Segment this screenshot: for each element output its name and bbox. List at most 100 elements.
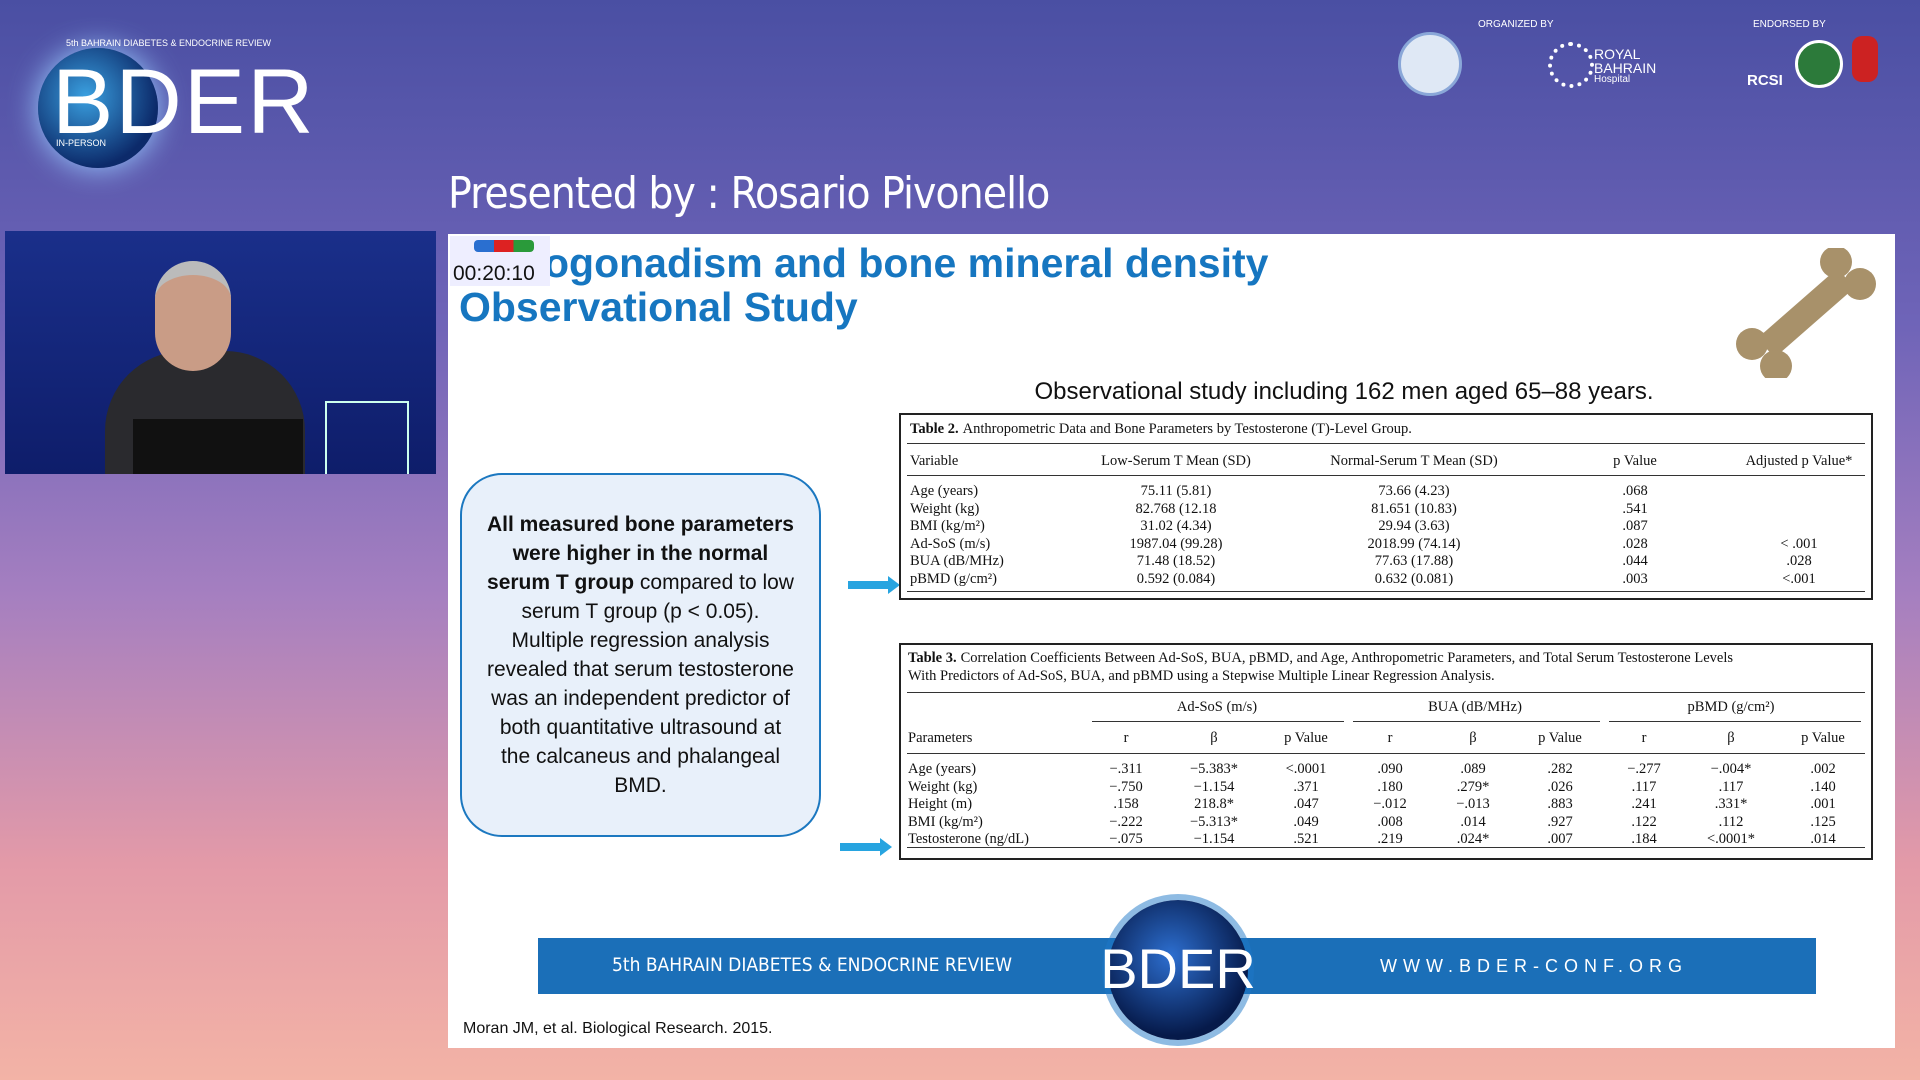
cell: .541 <box>1622 500 1648 517</box>
table-caption: Table 2. Anthropometric Data and Bone Par… <box>910 421 1412 438</box>
banner-logo: BDER <box>1100 937 1256 1000</box>
cell: .219 <box>1377 831 1403 848</box>
cell: −.004* <box>1710 761 1752 777</box>
rule <box>907 475 1865 476</box>
cell: .014 <box>1810 831 1836 848</box>
column-header: Variable <box>910 453 959 469</box>
cell: .521 <box>1293 831 1319 848</box>
cell: 1987.04 (99.28) <box>1129 535 1223 552</box>
cell: 82.768 (12.18 <box>1135 500 1217 517</box>
cell: .371 <box>1293 778 1319 795</box>
column-header: β <box>1210 730 1218 746</box>
cell: .112 <box>1718 813 1744 830</box>
study-note: Observational study including 162 men ag… <box>1034 378 1654 405</box>
cell: 29.94 (3.63) <box>1378 518 1450 535</box>
organized-by: ORGANIZED BY <box>1478 19 1554 30</box>
timer-icons <box>474 240 534 252</box>
table-3: Table 3. Correlation Coefficients Between… <box>899 643 1873 860</box>
group-header: pBMD (g/cm²) <box>1687 699 1775 715</box>
cell: .184 <box>1631 831 1657 848</box>
callout: All measured bone parameters were higher… <box>460 473 821 837</box>
cell: .068 <box>1622 483 1648 499</box>
cell: .028 <box>1786 553 1812 570</box>
cell: −.222 <box>1109 813 1143 830</box>
table-label: Table 3. <box>908 650 957 666</box>
cell: 75.11 (5.81) <box>1140 483 1212 499</box>
column-header: r <box>1641 730 1647 746</box>
cell: −1.154 <box>1193 831 1235 848</box>
cell: .001 <box>1810 796 1836 813</box>
slide-subtitle: Observational Study <box>459 284 858 330</box>
callout-body: All measured bone parameters were higher… <box>486 510 795 800</box>
cell: −.012 <box>1373 796 1407 813</box>
cell: 81.651 (10.83) <box>1371 500 1457 517</box>
row-label: Height (m) <box>908 796 973 813</box>
skyline <box>325 401 409 474</box>
row-label: BMI (kg/m²) <box>908 813 983 830</box>
cell: .008 <box>1377 813 1403 830</box>
cell: .047 <box>1293 796 1319 813</box>
cell: .279* <box>1456 778 1490 795</box>
callout-text: compared to low serum T group (p < 0.05)… <box>486 571 794 797</box>
cell: −1.154 <box>1193 778 1235 795</box>
rule <box>907 753 1865 754</box>
column-header: Normal-Serum T Mean (SD) <box>1330 453 1498 469</box>
row-label: Weight (kg) <box>908 778 978 795</box>
speaker-head <box>155 261 231 371</box>
row-label: Ad-SoS (m/s) <box>910 535 991 552</box>
timer: 00:20:10 <box>450 236 550 286</box>
cell: .087 <box>1622 518 1648 535</box>
banner-right: WWW.BDER-CONF.ORG <box>1380 956 1688 976</box>
cell: 218.8* <box>1194 796 1234 813</box>
cell: 2018.99 (74.14) <box>1367 535 1461 552</box>
cell: −5.313* <box>1189 813 1239 830</box>
column-header: Adjusted p Value* <box>1745 453 1853 469</box>
cell: .002 <box>1810 761 1836 777</box>
cell: <.0001 <box>1285 761 1327 777</box>
cell: .003 <box>1622 571 1648 587</box>
table-caption-text: With Predictors of Ad-SoS, BUA, and pBMD… <box>908 668 1495 684</box>
cell: .007 <box>1547 831 1573 848</box>
cell: 71.48 (18.52) <box>1136 553 1216 570</box>
cell: 73.66 (4.23) <box>1378 483 1450 499</box>
timer-text: 00:20:10 <box>453 262 535 285</box>
cell: .158 <box>1113 796 1139 813</box>
citation: Moran JM, et al. Biological Research. 20… <box>463 1020 773 1037</box>
sponsor-logo <box>1852 36 1878 82</box>
row-label: Age (years) <box>908 761 977 777</box>
cell: −.013 <box>1456 796 1490 813</box>
table-caption: Table 3. Correlation Coefficients Between… <box>908 650 1733 667</box>
banner-logo-circle <box>1108 900 1248 1040</box>
cell: .117 <box>1718 778 1744 795</box>
cell: .014 <box>1460 813 1486 830</box>
rule <box>1609 721 1861 722</box>
presenter-video <box>5 231 436 474</box>
cell: 0.632 (0.081) <box>1374 571 1454 587</box>
presenter: Presented by : Rosario Pivonello <box>448 168 1050 219</box>
cell: .028 <box>1622 535 1648 552</box>
cell: .140 <box>1810 778 1836 795</box>
arrow <box>840 576 900 856</box>
cell: 31.02 (4.34) <box>1140 518 1212 535</box>
rule <box>1353 721 1600 722</box>
cell: −.750 <box>1109 778 1143 795</box>
cell: < .001 <box>1780 535 1818 552</box>
cell: .026 <box>1547 778 1573 795</box>
logo-mode: IN-PERSON <box>56 138 107 148</box>
cell: 0.592 (0.084) <box>1136 571 1216 587</box>
table-caption-text: Anthropometric Data and Bone Parameters … <box>962 421 1412 437</box>
cell: .122 <box>1631 813 1657 830</box>
slide: ogonadism and bone mineral density Obser… <box>448 234 1895 1048</box>
cell: −5.383* <box>1189 761 1239 777</box>
cell: −.075 <box>1109 831 1143 848</box>
cell: .089 <box>1460 761 1486 777</box>
cell: .090 <box>1377 761 1403 777</box>
sponsor-logo <box>1795 40 1843 88</box>
column-header: p Value <box>1284 730 1328 746</box>
group-header: BUA (dB/MHz) <box>1428 699 1522 715</box>
row-label: Weight (kg) <box>910 500 980 517</box>
rule <box>1092 721 1344 722</box>
column-header: Low-Serum T Mean (SD) <box>1101 453 1251 469</box>
row-label: pBMD (g/cm²) <box>910 571 997 587</box>
